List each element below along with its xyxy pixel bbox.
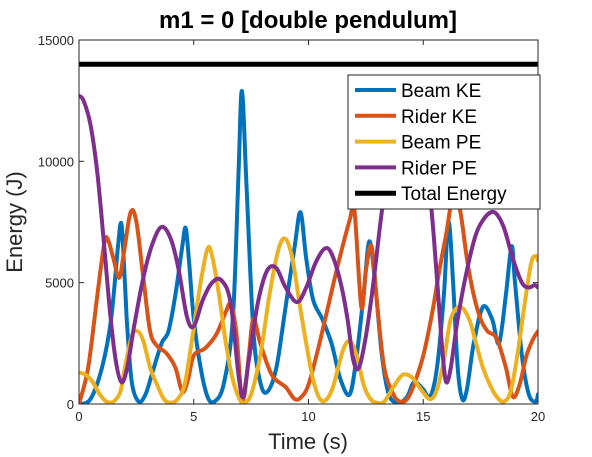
- x-axis-label: Time (s): [268, 429, 348, 454]
- legend-label-total-energy: Total Energy: [401, 184, 507, 205]
- x-tick-label: 0: [75, 409, 82, 424]
- chart-title: m1 = 0 [double pendulum]: [159, 7, 457, 34]
- series-line-beam-ke: [79, 88, 538, 404]
- legend-label-rider-ke: Rider KE: [401, 107, 477, 128]
- legend: Beam KE Rider KE Beam PE Rider PE Total Ener…: [347, 74, 541, 210]
- series-line-rider-ke: [79, 192, 538, 404]
- legend-label-rider-pe: Rider PE: [401, 158, 477, 179]
- x-tick-label: 5: [190, 409, 197, 424]
- y-tick-label: 15000: [38, 33, 74, 48]
- legend-label-beam-pe: Beam PE: [401, 133, 481, 154]
- legend-label-beam-ke: Beam KE: [401, 81, 481, 102]
- y-tick-label: 10000: [38, 154, 74, 169]
- x-tick-label: 15: [416, 409, 430, 424]
- series-line-beam-pe: [79, 236, 538, 404]
- x-tick-label: 20: [531, 409, 545, 424]
- y-tick-label: 5000: [45, 276, 74, 291]
- x-tick-label: 10: [301, 409, 315, 424]
- y-axis-label: Energy (J): [2, 171, 27, 272]
- y-tick-label: 0: [67, 397, 74, 412]
- series-line-rider-pe: [79, 80, 538, 400]
- tick-layer: 0 5 10 15 20 0 5000 10000 15000: [38, 33, 545, 424]
- series-layer: [79, 61, 538, 404]
